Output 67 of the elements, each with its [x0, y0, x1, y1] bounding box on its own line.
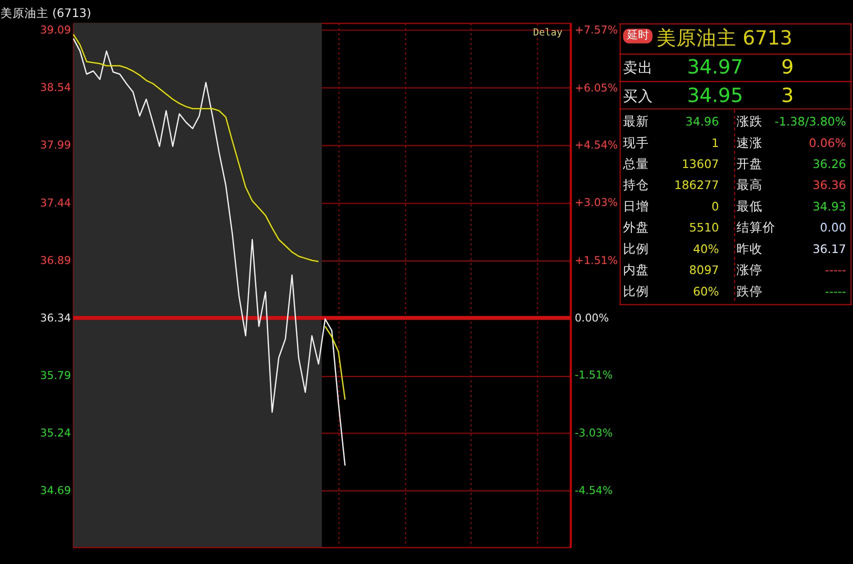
text: 持仓: [623, 177, 650, 192]
y2-tick-label: 0.00%: [574, 311, 609, 324]
text: 1: [712, 136, 719, 150]
text: 34.97: [687, 56, 744, 79]
y2-tick-label: +3.03%: [574, 196, 618, 210]
text: 60%: [692, 284, 719, 298]
text: 0.06%: [808, 136, 846, 150]
line-series: [72, 38, 346, 466]
y-tick-label: 34.69: [40, 484, 72, 498]
text: 开盘: [736, 156, 763, 172]
text: 总量: [622, 156, 650, 172]
text: 13607: [682, 157, 719, 172]
text: 186277: [674, 178, 719, 192]
text: 速涨: [736, 134, 763, 150]
text: 34.96: [685, 114, 719, 129]
text: 0: [712, 199, 719, 214]
text: 跌停: [736, 283, 763, 298]
text: 内盘: [623, 262, 650, 278]
text: 美原油主 6713: [656, 26, 792, 50]
y-tick-label: 35.24: [40, 426, 72, 440]
y-tick-label: 38.54: [40, 81, 72, 94]
chart-title: 美原油主 (6713): [0, 6, 92, 20]
y2-tick-label: +1.51%: [574, 254, 618, 267]
text: -1.38/3.80%: [774, 114, 846, 129]
y-tick-label: 37.44: [40, 196, 72, 210]
y2-tick-label: -1.51%: [574, 368, 613, 382]
text: 涨跌: [736, 114, 763, 129]
line-series: [72, 34, 320, 262]
y-tick-label: 36.89: [40, 254, 72, 267]
text: 8097: [689, 263, 719, 278]
text: 最高: [736, 177, 763, 192]
text: 买入: [623, 88, 654, 106]
y2-tick-label: -3.03%: [574, 426, 613, 440]
y-tick-label: 39.09: [40, 24, 72, 37]
text: 36.26: [812, 157, 846, 172]
y-tick-label: 37.99: [40, 138, 72, 152]
line-series: [324, 326, 346, 400]
text: 现手: [623, 134, 650, 150]
y-tick-label: 35.79: [40, 368, 72, 382]
text: 卖出: [623, 60, 654, 77]
text: 昨收: [736, 240, 763, 256]
text: 3: [781, 84, 794, 108]
text: 延时: [626, 28, 649, 42]
text: 最低: [736, 198, 763, 214]
y2-tick-label: +6.05%: [574, 81, 618, 94]
text: 涨停: [736, 262, 763, 278]
text: 36.36: [812, 178, 846, 192]
text: -----: [824, 284, 846, 298]
annotation: Delay: [533, 28, 563, 39]
text: 日增: [623, 198, 650, 214]
y2-tick-label: +4.54%: [574, 138, 618, 152]
text: 结算价: [736, 220, 776, 235]
text: 比例: [623, 240, 650, 256]
text: 比例: [623, 283, 650, 298]
y2-tick-label: -4.54%: [574, 484, 613, 497]
text: 5510: [689, 220, 719, 235]
text: 40%: [692, 242, 719, 256]
text: 最新: [623, 114, 650, 129]
text: 0.00: [820, 220, 846, 235]
text: 外盘: [623, 220, 650, 235]
text: -----: [824, 263, 846, 278]
y2-tick-label: +7.57%: [574, 24, 618, 36]
text: 9: [781, 56, 794, 79]
text: 36.17: [812, 242, 846, 256]
y-tick-label: 36.34: [40, 311, 72, 324]
text: 34.95: [687, 84, 744, 108]
text: 34.93: [812, 199, 846, 214]
